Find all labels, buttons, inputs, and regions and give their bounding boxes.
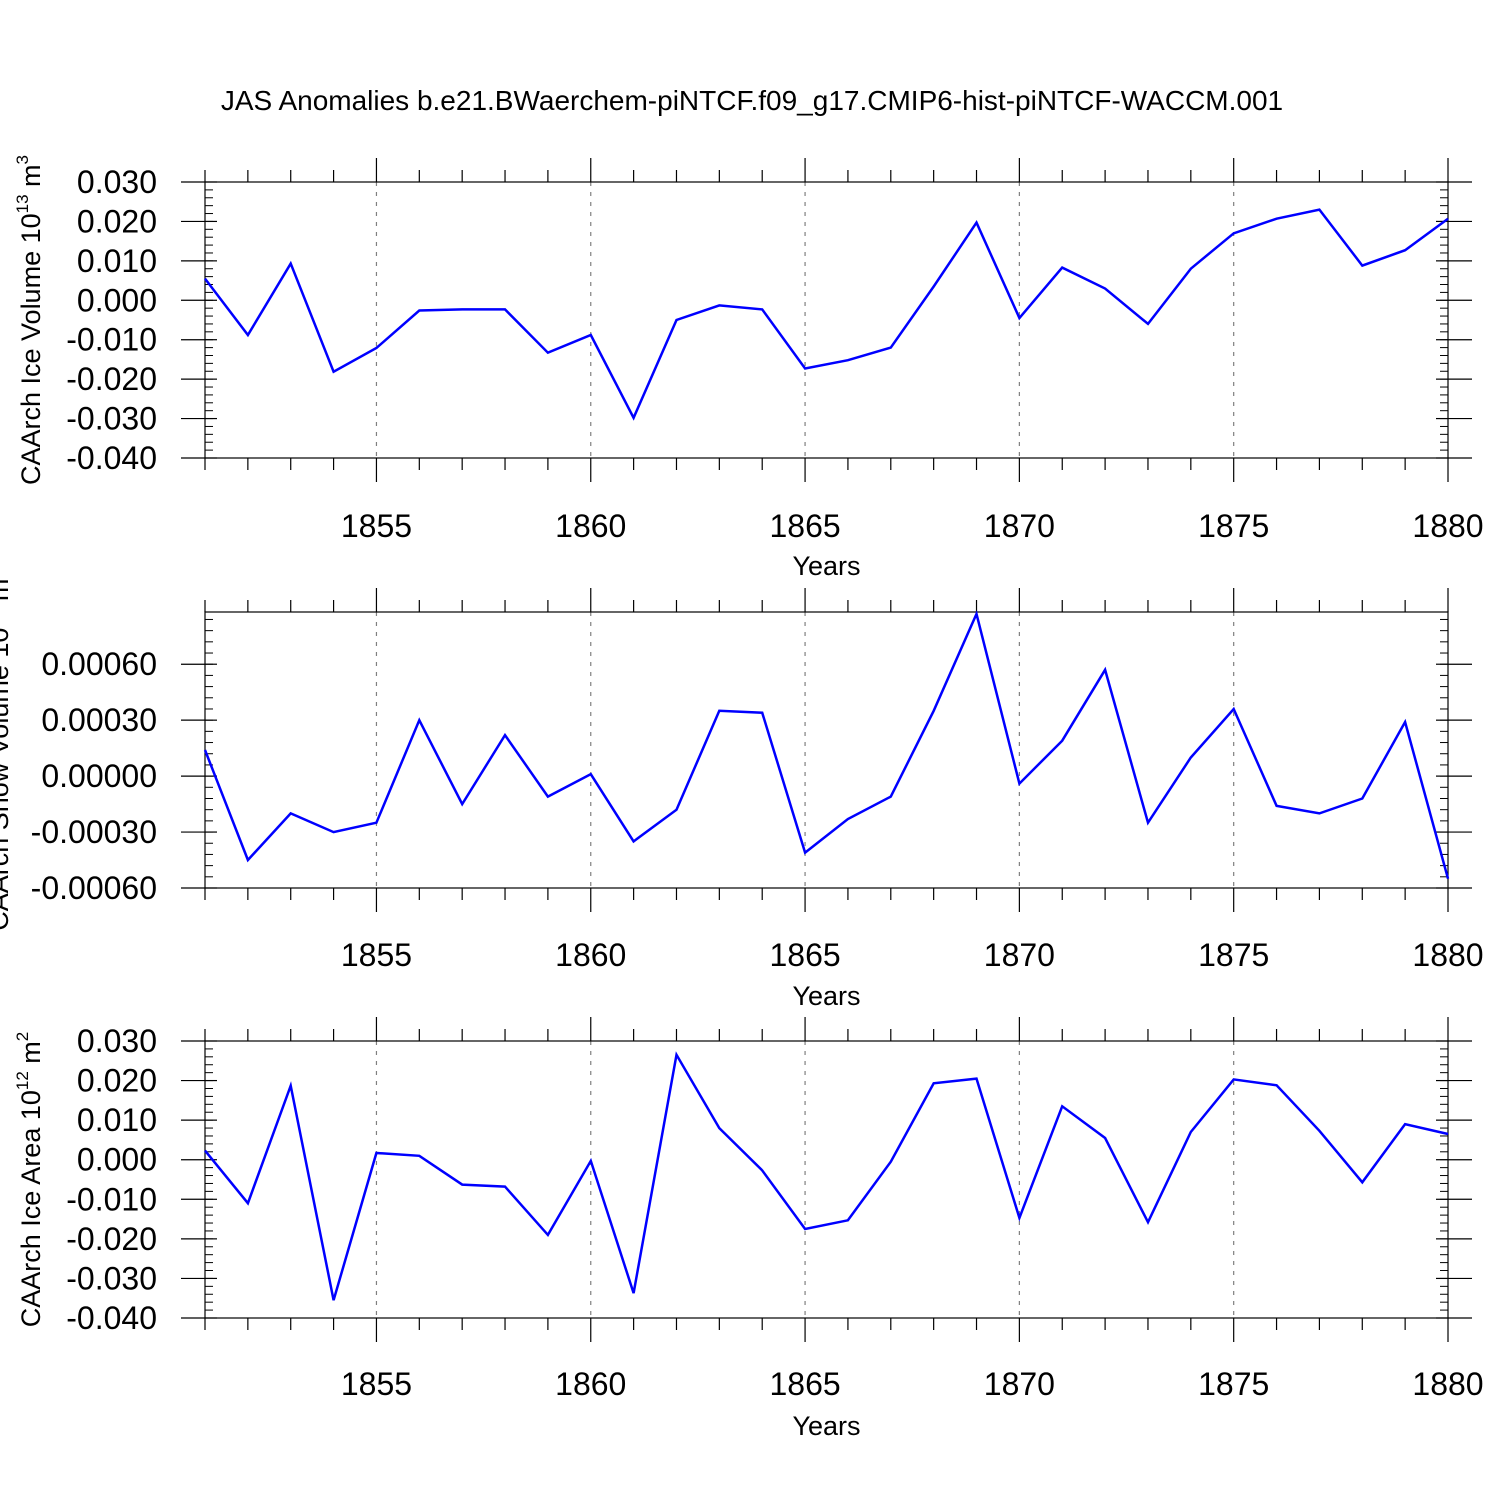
y-tick-label: 0.030 [77,1023,157,1059]
y-tick-label: 0.000 [77,282,157,318]
plot-frame [204,611,1449,889]
y-tick-label: -0.00030 [31,814,157,850]
x-tick-label: 1860 [555,937,626,973]
x-tick-label: 1875 [1198,1366,1269,1402]
figure-title: JAS Anomalies b.e21.BWaerchem-piNTCF.f09… [221,85,1283,116]
y-tick-label: -0.010 [66,322,157,358]
panel-3: 1855 1860 1865 1870 1875 1880-0.040-0.030-0.0… [13,1017,1484,1441]
y-tick-label: 0.020 [77,203,157,239]
x-tick-label: 1855 [341,937,412,973]
y-tick-label: 0.000 [77,1142,157,1178]
series-line [204,208,1449,421]
y-axis-label: CAArch Ice Area 1012 m2 [13,1032,46,1328]
x-tick-label: 1865 [769,1366,840,1402]
y-tick-label: 0.00000 [41,758,157,794]
x-tick-label: 1870 [984,508,1055,544]
series-line [204,1051,1449,1301]
y-tick-label: -0.020 [66,1221,157,1257]
x-tick-label: 1855 [341,1366,412,1402]
x-tick-label: 1855 [341,508,412,544]
y-axis-label: CAArch Ice Volume 1013 m3 [13,155,46,485]
plot-frame [204,1040,1449,1319]
y-tick-label: 0.020 [77,1063,157,1099]
series-line [203,610,1450,880]
x-tick-label: 1870 [984,1366,1055,1402]
y-tick-label: 0.030 [77,164,157,200]
y-tick-label: -0.040 [66,440,157,476]
x-tick-label: 1860 [555,1366,626,1402]
x-tick-label: 1870 [984,937,1055,973]
x-tick-label: 1875 [1198,937,1269,973]
panels: 1855 1860 1865 1870 1875 1880-0.040-0.030-0.0… [0,155,1484,1441]
panel-2: 1855 1860 1865 1870 1875 1880 -0.00060 -0.00030… [0,569,1484,1011]
x-tick-label: 1880 [1412,937,1483,973]
y-tick-label: -0.00060 [31,870,157,906]
x-tick-label: 1880 [1412,1366,1483,1402]
x-axis-label: Years [792,981,860,1011]
y-tick-label: 0.010 [77,1102,157,1138]
x-tick-label: 1865 [769,508,840,544]
x-tick-label: 1880 [1412,508,1483,544]
x-axis-label: Years [792,551,860,581]
y-tick-label: -0.020 [66,361,157,397]
y-axis-label: CAArch Snow Volume 1013 m3 [0,569,14,931]
x-tick-label: 1860 [555,508,626,544]
y-tick-label: -0.040 [66,1300,157,1336]
panel-1: 1855 1860 1865 1870 1875 1880 -0.040-0.030 -0.0… [13,155,1484,581]
x-tick-label: 1865 [769,937,840,973]
y-tick-label: -0.030 [66,1260,157,1296]
y-tick-label: 0.00030 [41,702,157,738]
x-axis-label: Years [792,1411,860,1441]
x-tick-label: 1875 [1198,508,1269,544]
y-tick-label: 0.010 [77,243,157,279]
plot-frame [204,181,1449,459]
y-tick-label: 0.00060 [41,646,157,682]
y-tick-label: -0.010 [66,1181,157,1217]
y-tick-label: -0.030 [66,401,157,437]
